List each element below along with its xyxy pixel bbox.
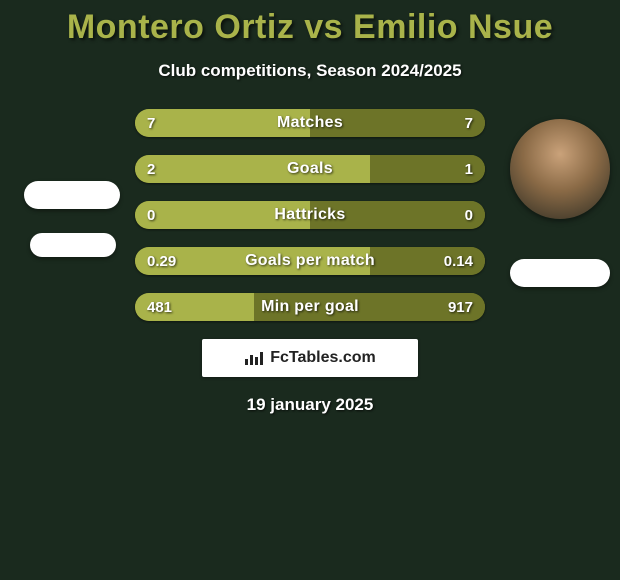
- stat-row: 21Goals: [135, 155, 485, 183]
- stat-row: 481917Min per goal: [135, 293, 485, 321]
- date-string: 19 january 2025: [0, 395, 620, 415]
- branding-badge: FcTables.com: [202, 339, 418, 377]
- stat-row: 77Matches: [135, 109, 485, 137]
- player-left-name-pill-2: [30, 233, 116, 257]
- infographic: Montero Ortiz vs Emilio Nsue Club compet…: [0, 0, 620, 580]
- subtitle: Club competitions, Season 2024/2025: [0, 61, 620, 81]
- stat-label: Goals: [135, 155, 485, 183]
- comparison-stage: 77Matches 21Goals 00Hattricks 0.290.14Goals…: [0, 109, 620, 321]
- stat-row: 00Hattricks: [135, 201, 485, 229]
- branding-text: FcTables.com: [270, 349, 376, 367]
- player-right-avatar: [510, 119, 610, 219]
- stat-label: Goals per match: [135, 247, 485, 275]
- stat-label: Matches: [135, 109, 485, 137]
- stat-bars: 77Matches 21Goals 00Hattricks 0.290.14Goals…: [135, 109, 485, 321]
- page-title: Montero Ortiz vs Emilio Nsue: [0, 0, 620, 47]
- chart-icon: [244, 350, 264, 366]
- stat-row: 0.290.14Goals per match: [135, 247, 485, 275]
- stat-label: Hattricks: [135, 201, 485, 229]
- stat-label: Min per goal: [135, 293, 485, 321]
- player-right-name-pill: [510, 259, 610, 287]
- player-left-name-pill: [24, 181, 120, 209]
